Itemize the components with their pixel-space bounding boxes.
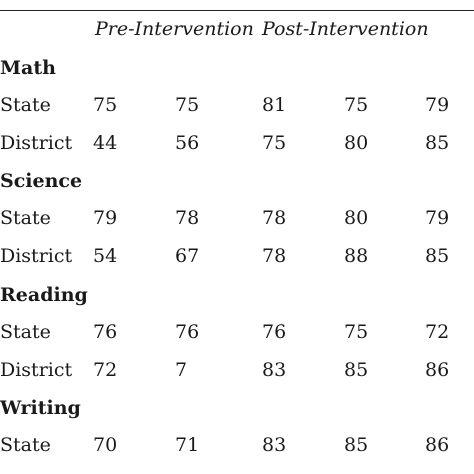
table-cell: 44 <box>93 132 118 154</box>
table-cell: 70 <box>93 434 118 456</box>
table-row: State 70 71 83 85 86 <box>0 432 474 458</box>
table-cell: 75 <box>344 321 369 343</box>
table-cell: 80 <box>344 132 369 154</box>
table-row: State 75 75 81 75 79 <box>0 92 474 118</box>
table-row: State 79 78 78 80 79 <box>0 205 474 231</box>
section-label: Writing <box>0 397 81 419</box>
section-label: Math <box>0 57 56 79</box>
table-cell: 78 <box>175 207 200 229</box>
header-pre-intervention: Pre-Intervention <box>95 18 254 40</box>
row-label: State <box>0 321 51 343</box>
table-row: District 54 67 78 88 85 <box>0 243 474 269</box>
table-cell: 81 <box>262 94 287 116</box>
table-row: State 76 76 76 75 72 <box>0 319 474 345</box>
table-cell: 75 <box>175 94 200 116</box>
table-cell: 79 <box>425 94 450 116</box>
table-cell: 79 <box>93 207 118 229</box>
table-cell: 88 <box>344 245 369 267</box>
table-cell: 75 <box>93 94 118 116</box>
table-cell: 83 <box>262 434 287 456</box>
table-cell: 85 <box>425 245 450 267</box>
table-cell: 76 <box>175 321 200 343</box>
section-label: Science <box>0 170 83 192</box>
table-cell: 83 <box>262 359 287 381</box>
table-cell: 78 <box>262 207 287 229</box>
table-cell: 54 <box>93 245 118 267</box>
table-cell: 86 <box>425 434 450 456</box>
section-title-writing: Writing <box>0 395 474 421</box>
section-title-math: Math <box>0 55 474 81</box>
row-label: District <box>0 245 73 267</box>
table-cell: 71 <box>175 434 200 456</box>
table-cell: 56 <box>175 132 200 154</box>
table-cell: 80 <box>344 207 369 229</box>
table-cell: 72 <box>93 359 118 381</box>
row-label: State <box>0 434 51 456</box>
row-label: State <box>0 94 51 116</box>
section-title-reading: Reading <box>0 282 474 308</box>
table-cell: 79 <box>425 207 450 229</box>
table-cell: 75 <box>344 94 369 116</box>
table-row: District 44 56 75 80 85 <box>0 130 474 156</box>
section-title-science: Science <box>0 168 474 194</box>
table-row: District 72 7 83 85 86 <box>0 357 474 383</box>
table-cell: 72 <box>425 321 450 343</box>
table-cell: 85 <box>344 434 369 456</box>
table-cell: 7 <box>175 359 188 381</box>
top-rule <box>0 10 474 11</box>
table-cell: 86 <box>425 359 450 381</box>
table-cell: 85 <box>425 132 450 154</box>
table-cell: 76 <box>262 321 287 343</box>
row-label: District <box>0 132 73 154</box>
header-post-intervention: Post-Intervention <box>262 18 429 40</box>
row-label: District <box>0 359 73 381</box>
table-cell: 78 <box>262 245 287 267</box>
table-cell: 76 <box>93 321 118 343</box>
row-label: State <box>0 207 51 229</box>
table-cell: 85 <box>344 359 369 381</box>
table-cell: 67 <box>175 245 200 267</box>
table-cell: 75 <box>262 132 287 154</box>
section-label: Reading <box>0 284 88 306</box>
